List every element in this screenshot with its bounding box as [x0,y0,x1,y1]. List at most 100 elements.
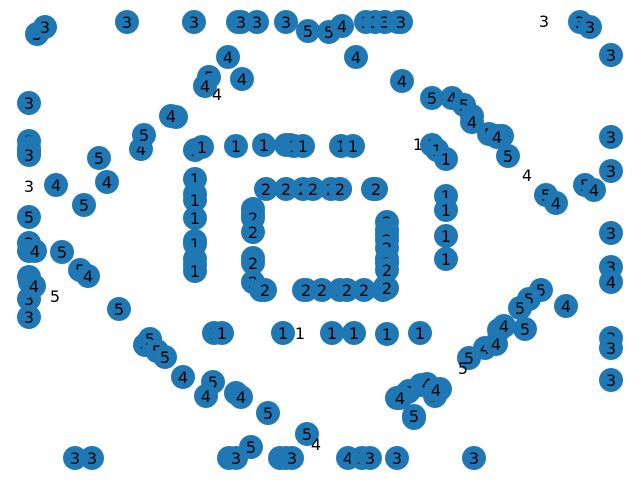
node-label: 1 [327,324,337,343]
graph-node: 5 [153,345,177,369]
node-circle [22,274,46,298]
node-label: 3 [392,449,402,468]
graph-node: 5 [256,401,280,425]
node-label: 5 [246,438,256,457]
node-circle [87,146,111,170]
node-label: 5 [541,186,551,205]
graph-node: 2 [364,177,388,201]
node-circle [256,401,280,425]
node-label: 5 [520,320,530,339]
node-label: 4 [606,273,616,292]
node-label: 5 [503,147,513,166]
node-label: 3 [87,449,97,468]
node-label: 4 [311,435,321,454]
node-circle [183,206,207,230]
node-label: 4 [30,242,40,261]
node-circle [229,385,253,409]
graph-node: 3 [599,221,623,245]
node-circle [492,314,516,338]
node-label: 1 [298,137,308,156]
graph-node: 4 [390,69,414,93]
graph-node: 2 [253,278,277,302]
graph-node: 1 [183,188,207,212]
graph-node: 3 [389,10,413,34]
node-label: 3 [396,13,406,32]
node-circle [385,446,409,470]
node-label: 4 [343,449,353,468]
graph-node: 3 [280,446,304,470]
graph-node: 4 [492,314,516,338]
node-circle [320,321,344,345]
graph-node: 2 [301,177,325,201]
node-label: 3 [287,449,297,468]
node-circle [434,147,458,171]
node-circle [599,336,623,360]
node-circle [224,446,248,470]
graph-node-label: 4 [522,166,532,185]
node-circle [457,346,481,370]
graph-node: 3 [358,446,382,470]
node-label: 1 [259,136,269,155]
node-circle [364,177,388,201]
node-label: 3 [606,128,616,147]
node-label: 5 [536,281,546,300]
node-label: 5 [79,196,89,215]
node-circle [295,422,319,446]
node-label: 3 [469,449,479,468]
node-circle [171,365,195,389]
node-label: 1 [231,137,241,156]
node-label: 3 [365,449,375,468]
node-label: 4 [237,70,247,89]
node-circle [485,125,509,149]
node-circle [241,220,265,244]
node-label: 1 [441,250,451,269]
graph-node: 2 [310,278,334,302]
graph-node: 3 [462,446,486,470]
graph-node: 4 [22,274,46,298]
graph-node: 4 [171,365,195,389]
node-label: 4 [337,17,347,36]
node-label: 3 [606,46,616,65]
graph-node: 5 [50,240,74,264]
node-label: 2 [281,180,291,199]
node-circle [253,278,277,302]
graph-node: 1 [183,259,207,283]
node-circle [271,321,295,345]
node-circle [496,144,520,168]
graph-node: 1 [271,321,295,345]
node-circle [390,69,414,93]
node-label: 5 [464,349,474,368]
graph-node: 5 [295,422,319,446]
graph-node: 5 [402,404,426,428]
node-circle [375,258,399,282]
graph-node: 1 [434,147,458,171]
node-circle [183,259,207,283]
node-label: 4 [431,381,441,400]
node-label: 4 [236,388,246,407]
node-label: 1 [197,138,207,157]
graph-node: 5 [72,193,96,217]
node-circle [241,251,265,275]
graph-node: 1 [375,322,399,346]
node-label: 5 [515,299,525,318]
graph-node: 3 [385,446,409,470]
node-label: 5 [409,407,419,426]
graph-node: 2 [352,278,376,302]
node-circle [599,125,623,149]
node-label: 1 [349,324,359,343]
node-circle [17,305,41,329]
node-circle [328,177,352,201]
node-label: 3 [236,13,246,32]
node-circle [462,446,486,470]
node-label: 4 [447,89,457,108]
node-circle [17,143,41,167]
node-label: 5 [458,359,468,378]
graph-node: 3 [599,336,623,360]
node-label: 3 [606,339,616,358]
graph-node-label: 5 [458,359,468,378]
node-label: 2 [248,254,258,273]
node-label: 2 [371,180,381,199]
node-circle [342,321,366,345]
graph-node: 3 [599,43,623,67]
graph-node: 5 [513,317,537,341]
